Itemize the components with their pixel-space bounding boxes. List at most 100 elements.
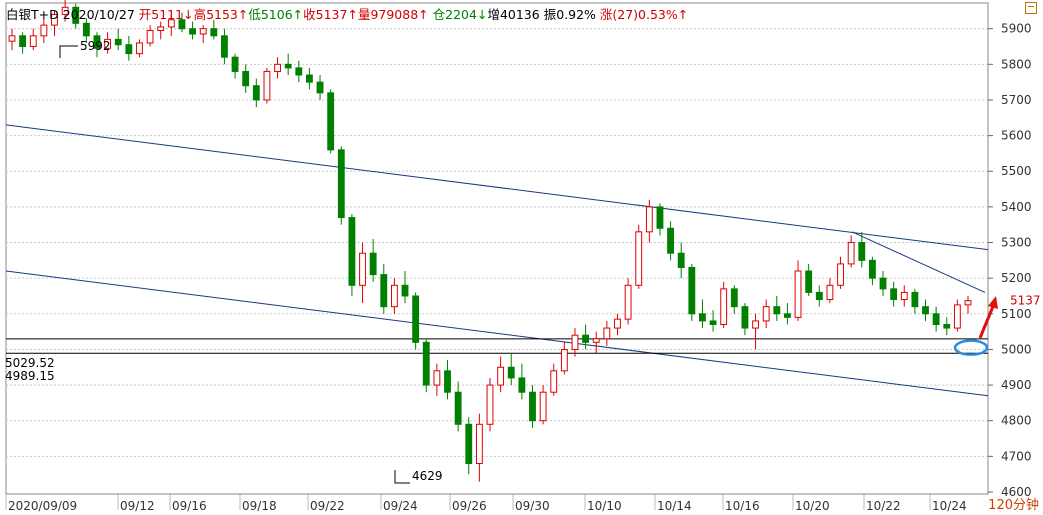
candle xyxy=(40,18,48,43)
candle-body xyxy=(359,252,366,286)
x-tick-label: 10/14 xyxy=(657,499,692,513)
candle xyxy=(8,28,16,51)
candle-body xyxy=(550,370,558,393)
candle xyxy=(422,338,430,393)
candle xyxy=(592,331,600,354)
candle-body xyxy=(369,252,377,276)
upper-channel-line xyxy=(5,124,989,251)
candle xyxy=(263,67,271,104)
candle-body xyxy=(603,327,611,340)
candle-body xyxy=(890,288,898,301)
candle xyxy=(475,413,483,482)
x-tick-label: 10/24 xyxy=(932,499,967,513)
candle-body xyxy=(178,19,186,30)
candle xyxy=(178,12,186,33)
candle-body xyxy=(624,284,632,320)
candle xyxy=(348,214,356,296)
candle xyxy=(645,199,653,243)
candle xyxy=(614,313,621,336)
candle xyxy=(114,28,122,51)
candle-body xyxy=(486,384,494,425)
candle-body xyxy=(656,206,664,229)
candle xyxy=(337,146,345,225)
candle xyxy=(19,32,27,54)
candle xyxy=(454,381,462,432)
maximize-icon[interactable] xyxy=(1025,2,1037,14)
candle-body xyxy=(688,266,696,315)
candle-body xyxy=(571,334,579,350)
candle xyxy=(667,221,674,261)
candle-body xyxy=(348,217,356,286)
candle xyxy=(252,78,260,108)
candle xyxy=(847,235,855,268)
candle-body xyxy=(72,6,80,24)
x-tick-label: 10/22 xyxy=(866,499,901,513)
candle-body xyxy=(337,149,345,219)
candle-body xyxy=(199,28,207,35)
candle-body xyxy=(284,63,292,69)
candle xyxy=(29,28,37,51)
candle xyxy=(741,303,749,336)
candle xyxy=(412,292,420,350)
candle-body xyxy=(157,26,165,31)
candle xyxy=(306,67,313,90)
x-tick-label: 09/12 xyxy=(120,499,155,513)
volume-value: 量979088↑ xyxy=(357,7,429,22)
candle xyxy=(964,295,972,314)
candle xyxy=(603,320,611,346)
candle-body xyxy=(306,74,313,83)
y-tick-label: 5900 xyxy=(1001,22,1032,36)
candle-body xyxy=(82,22,90,37)
candle-body xyxy=(327,92,335,151)
support-circle xyxy=(953,339,989,356)
candle-body xyxy=(114,38,122,46)
candle xyxy=(922,299,929,321)
candle-body xyxy=(104,38,112,49)
candle xyxy=(773,295,781,321)
x-tick-label: 09/18 xyxy=(242,499,277,513)
candle xyxy=(390,278,398,314)
candle xyxy=(497,356,505,393)
candle xyxy=(571,328,579,357)
price-grid xyxy=(5,2,989,495)
candle xyxy=(104,32,112,54)
y-tick-label: 5200 xyxy=(1001,271,1032,285)
candle-body xyxy=(274,63,281,72)
close-value: 收5137↑ xyxy=(303,7,358,22)
amplitude-value: 振0.92% xyxy=(543,7,596,22)
candle xyxy=(635,224,643,289)
quote-header: 白银T+D 2020/10/27 开5111↓高5153↑低5106↑收5137… xyxy=(6,4,688,23)
open-value: 开5111↓ xyxy=(138,7,194,22)
candle xyxy=(699,299,706,329)
candle-body xyxy=(900,291,908,301)
candle-body xyxy=(433,370,441,386)
candle-body xyxy=(210,28,218,37)
candle-body xyxy=(847,242,855,265)
arrow-head-icon xyxy=(988,296,998,309)
candle xyxy=(136,39,143,58)
candle-body xyxy=(794,270,802,318)
candle xyxy=(72,3,80,29)
candle-body xyxy=(784,313,791,318)
candle xyxy=(199,25,207,43)
candle xyxy=(943,317,951,336)
candle xyxy=(242,64,250,93)
candle-body xyxy=(518,377,526,393)
candle xyxy=(189,21,196,40)
level-label-lower: 4989.15 xyxy=(5,369,55,383)
period-selector[interactable]: 120分钟 xyxy=(988,498,1039,513)
candle xyxy=(231,53,239,79)
annotations: 5992 4629 5137 xyxy=(59,39,1041,484)
candle xyxy=(582,324,590,350)
candle xyxy=(380,263,388,314)
candle xyxy=(518,363,526,400)
increase-value: 增40136 xyxy=(487,7,540,22)
candle xyxy=(507,353,515,386)
x-tick-label: 09/16 xyxy=(172,499,207,513)
candle xyxy=(837,256,844,289)
candle xyxy=(730,285,738,314)
low-pointer xyxy=(394,470,410,484)
candle xyxy=(550,363,558,396)
candle-body xyxy=(645,206,653,233)
candle-body xyxy=(412,295,420,343)
